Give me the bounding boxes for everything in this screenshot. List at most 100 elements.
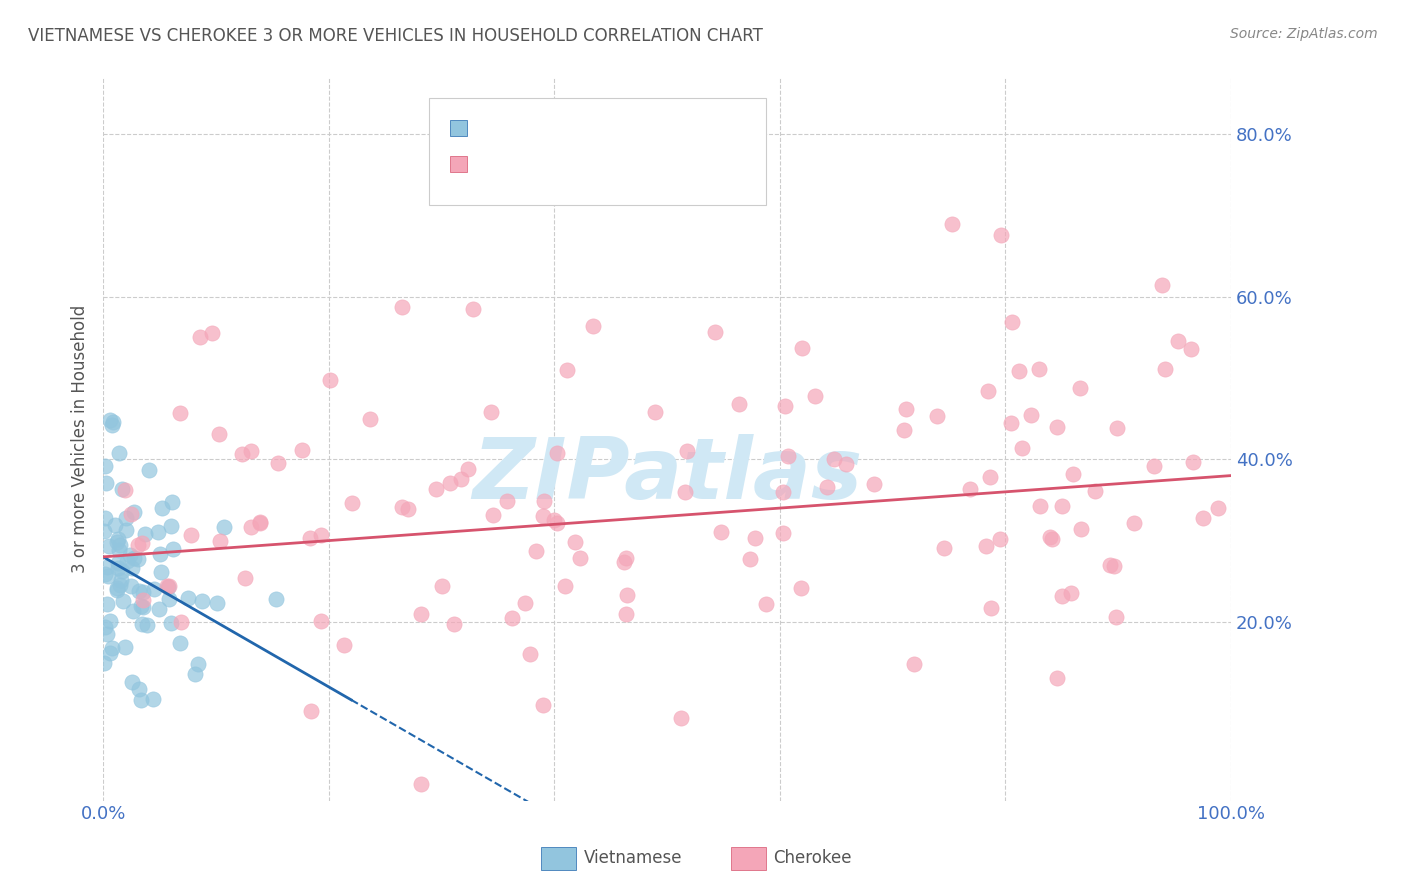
Text: Vietnamese: Vietnamese <box>583 849 682 867</box>
Point <box>903 657 925 671</box>
Point <box>1098 558 1121 572</box>
Point <box>101 418 124 433</box>
Point <box>131 592 153 607</box>
Point <box>1153 362 1175 376</box>
Point <box>107 543 129 558</box>
Point <box>980 601 1002 615</box>
Point <box>1069 381 1091 395</box>
Point <box>169 636 191 650</box>
Point <box>231 447 253 461</box>
Point <box>162 541 184 556</box>
Text: ZIPatlas: ZIPatlas <box>472 434 862 516</box>
Point <box>209 534 232 549</box>
Point <box>98 413 121 427</box>
Point <box>333 638 356 652</box>
Point <box>208 427 231 442</box>
Point <box>98 646 121 660</box>
Point <box>131 617 153 632</box>
Point <box>616 589 638 603</box>
Point <box>120 548 142 562</box>
Point <box>481 405 503 419</box>
Point <box>157 579 180 593</box>
Point <box>122 604 145 618</box>
Point <box>96 560 118 574</box>
Point <box>457 462 479 476</box>
Point <box>132 585 155 599</box>
Text: R = -0.228  N= 76: R = -0.228 N= 76 <box>460 120 612 138</box>
Point <box>101 640 124 655</box>
Point <box>120 507 142 521</box>
Point <box>107 561 129 575</box>
Text: VIETNAMESE VS CHEROKEE 3 OR MORE VEHICLES IN HOUSEHOLD CORRELATION CHART: VIETNAMESE VS CHEROKEE 3 OR MORE VEHICLE… <box>28 27 763 45</box>
Point <box>533 493 555 508</box>
Point <box>115 554 138 568</box>
Point <box>110 577 132 591</box>
Point <box>240 520 263 534</box>
Point <box>776 450 799 464</box>
Point <box>122 505 145 519</box>
Point <box>101 415 124 429</box>
Point <box>932 541 955 555</box>
Point <box>103 518 125 533</box>
Point <box>249 516 271 530</box>
Point <box>184 667 207 681</box>
Point <box>495 493 517 508</box>
Point <box>564 535 586 549</box>
Point <box>1181 455 1204 469</box>
Point <box>121 561 143 575</box>
Point <box>110 573 132 587</box>
Point <box>1039 530 1062 544</box>
Point <box>148 601 170 615</box>
Point <box>342 496 364 510</box>
Y-axis label: 3 or more Vehicles in Household: 3 or more Vehicles in Household <box>72 305 89 574</box>
Point <box>676 444 699 458</box>
Point <box>114 510 136 524</box>
Point <box>159 615 181 630</box>
Point <box>359 412 381 426</box>
Point <box>835 458 858 472</box>
Point <box>555 363 578 377</box>
Point <box>644 405 666 419</box>
Point <box>111 482 134 496</box>
Point <box>893 423 915 437</box>
Point <box>96 598 118 612</box>
Point <box>439 475 461 490</box>
Point <box>744 531 766 545</box>
Point <box>398 502 420 516</box>
Point <box>110 564 132 578</box>
Point <box>1105 421 1128 435</box>
Point <box>1046 671 1069 685</box>
Point <box>309 614 332 628</box>
Point <box>108 446 131 460</box>
Point <box>1029 500 1052 514</box>
Point <box>977 384 1000 398</box>
Point <box>291 443 314 458</box>
Point <box>959 482 981 496</box>
Point <box>96 627 118 641</box>
Point <box>1070 522 1092 536</box>
Point <box>1152 277 1174 292</box>
Point <box>614 551 637 566</box>
Point <box>790 341 813 355</box>
Point <box>190 594 212 608</box>
Point <box>93 656 115 670</box>
Point <box>772 484 794 499</box>
Point <box>443 616 465 631</box>
Point <box>105 535 128 549</box>
Point <box>93 567 115 582</box>
Point <box>124 551 146 566</box>
Point <box>519 648 541 662</box>
Text: R =  0.230  N= 129: R = 0.230 N= 129 <box>460 156 623 174</box>
Point <box>669 710 692 724</box>
Point <box>298 531 321 545</box>
Point <box>1050 499 1073 513</box>
Text: Cherokee: Cherokee <box>773 849 852 867</box>
Point <box>160 495 183 509</box>
Point <box>146 524 169 539</box>
Point <box>107 532 129 546</box>
Point <box>93 620 115 634</box>
Point <box>115 523 138 537</box>
Point <box>941 217 963 231</box>
Point <box>543 513 565 527</box>
Point <box>450 472 472 486</box>
